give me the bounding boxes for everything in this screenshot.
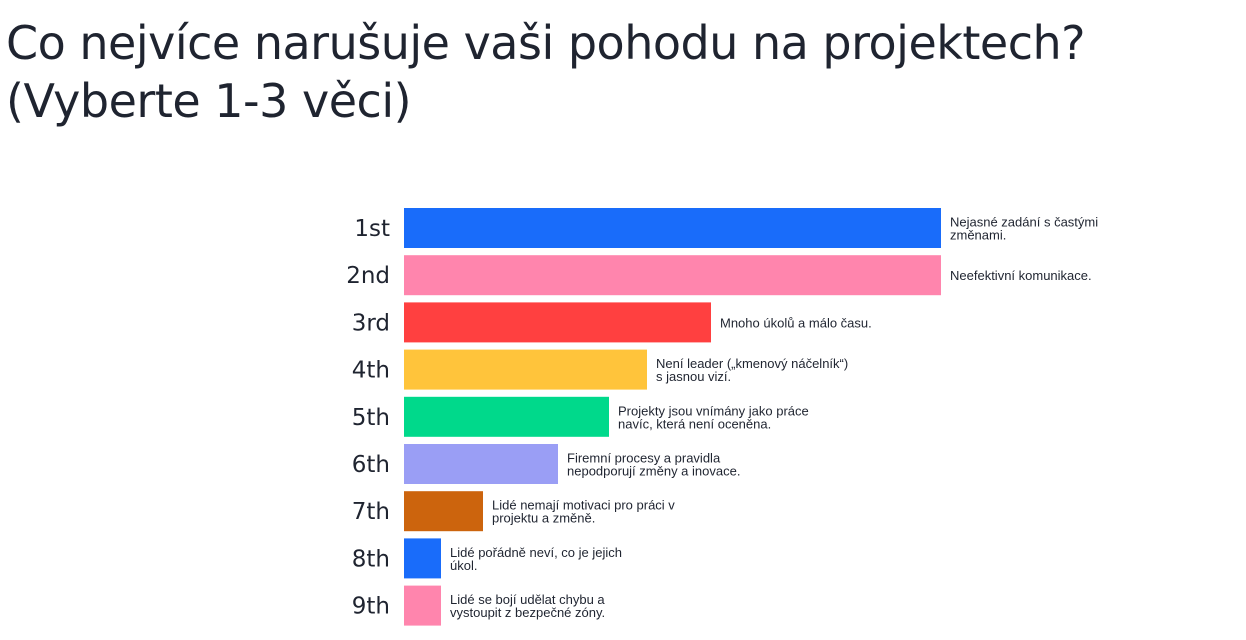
bar-label-9: Lidé se bojí udělat chybu a vystoupit z b… xyxy=(450,592,605,620)
bar-9 xyxy=(404,585,441,626)
bar-label-2: Neefektivní komunikace. xyxy=(950,268,1092,283)
bar-label-6: Firemní procesy a pravidla nepodporují zm… xyxy=(567,451,740,479)
rank-label-8: 8th xyxy=(352,546,390,572)
bar-label-1: Nejasné zadání s častými změnami. xyxy=(950,215,1098,243)
bar-8 xyxy=(404,538,441,579)
bar-2 xyxy=(404,255,941,296)
bar-7 xyxy=(404,491,483,532)
bar-6 xyxy=(404,444,558,484)
bar-5 xyxy=(404,396,609,437)
title-line-1: Co nejvíce narušuje vaši pohodu na proje… xyxy=(6,16,1086,70)
rank-label-3: 3rd xyxy=(352,310,390,336)
bar-label-3: Mnoho úkolů a málo času. xyxy=(720,315,872,330)
rank-label-7: 7th xyxy=(352,499,390,525)
bar-1 xyxy=(404,208,941,248)
rank-label-5: 5th xyxy=(352,405,390,431)
chart-title: Co nejvíce narušuje vaši pohodu na proje… xyxy=(6,14,1236,130)
rank-label-6: 6th xyxy=(352,452,390,478)
bar-3 xyxy=(404,302,711,343)
bar-label-7: Lidé nemají motivaci pro práci v projektu… xyxy=(492,498,675,526)
bar-label-5: Projekty jsou vnímány jako práce navíc, k… xyxy=(618,403,809,431)
bar-label-4: Není leader („kmenový náčelník“) s jasnou… xyxy=(656,356,848,384)
rank-label-4: 4th xyxy=(352,358,390,384)
rank-label-1: 1st xyxy=(354,216,390,242)
bar-label-8: Lidé pořádně neví, co je jejich úkol. xyxy=(450,545,622,573)
rank-label-2: 2nd xyxy=(346,263,390,289)
rank-label-9: 9th xyxy=(352,594,390,620)
title-line-2: (Vyberte 1-3 věci) xyxy=(6,74,412,128)
bar-4 xyxy=(404,349,647,390)
